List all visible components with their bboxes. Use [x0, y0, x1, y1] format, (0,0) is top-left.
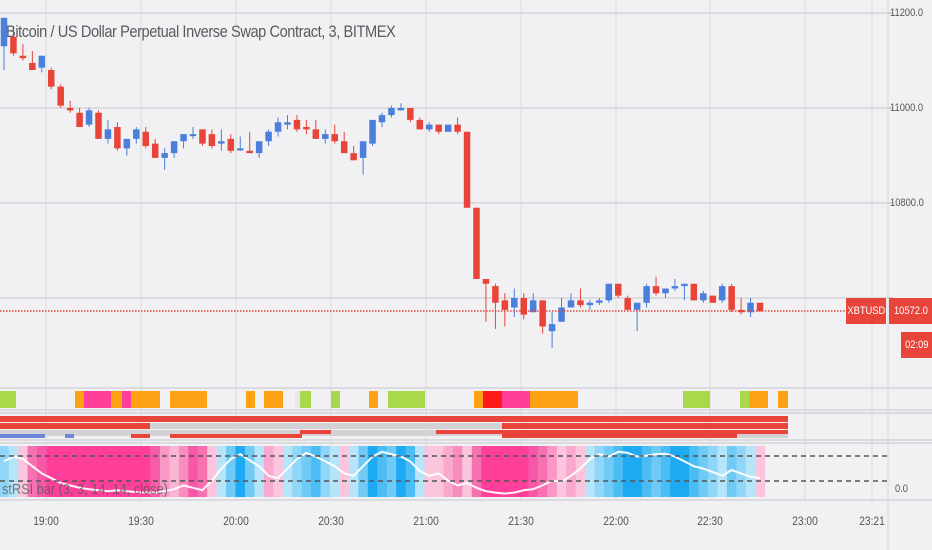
- time-tick: 21:30: [508, 514, 534, 528]
- price-tick-10800: 10800.0: [890, 197, 924, 209]
- symbol-tag[interactable]: XBTUSD: [846, 298, 886, 324]
- time-tick: 20:30: [318, 514, 344, 528]
- last-price-tag: 10572.0: [889, 298, 932, 324]
- price-tick-11200: 11200.0: [890, 7, 924, 19]
- grid-lines: [0, 0, 932, 501]
- time-tick: 23:00: [792, 514, 818, 528]
- candlestick-series: [0, 17, 764, 348]
- time-tick: 20:00: [223, 514, 249, 528]
- time-tick: 23:21: [859, 514, 885, 528]
- time-tick: 21:00: [413, 514, 439, 528]
- time-tick: 19:30: [128, 514, 154, 528]
- time-tick: 22:30: [697, 514, 723, 528]
- indicator-label[interactable]: stRSI bar (3, 3, 14, 14, close): [2, 481, 168, 498]
- chart-title: Bitcoin / US Dollar Perpetual Inverse Sw…: [6, 22, 396, 41]
- indicator-zero-tick: 0.0: [895, 483, 909, 495]
- countdown-tag: 02:09: [901, 332, 932, 358]
- time-tick: 22:00: [603, 514, 629, 528]
- time-tick: 19:00: [33, 514, 59, 528]
- price-tick-11000: 11000.0: [890, 102, 924, 114]
- indicator-panes: [0, 391, 888, 497]
